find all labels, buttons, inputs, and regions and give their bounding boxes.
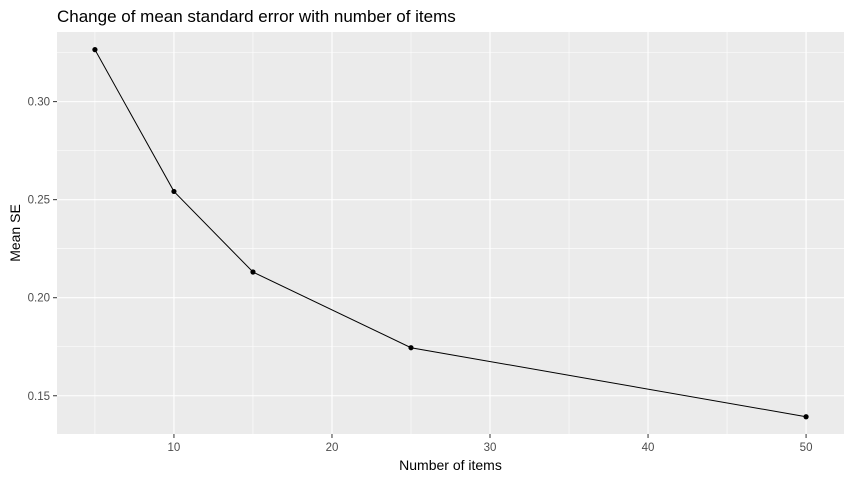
grid-minor [57,32,844,434]
y-axis: 0.15 0.20 0.25 0.30 [28,97,57,403]
y-tick-label: 0.20 [28,293,50,305]
x-axis: 10 20 30 40 50 [168,434,813,454]
plot-panel [57,32,844,434]
data-point [92,47,98,53]
x-tick-label: 10 [168,442,181,454]
data-point [171,188,177,195]
y-tick-label: 0.15 [28,391,50,403]
data-point [408,345,414,351]
x-tick-label: 30 [484,442,497,454]
y-tick-label: 0.30 [28,97,50,109]
x-axis-title: Number of items [399,457,502,473]
grid-major [57,32,844,434]
x-tick-label: 40 [642,442,655,454]
data-point [250,269,256,275]
y-tick-label: 0.25 [28,195,50,207]
y-axis-title: Mean SE [7,204,23,262]
x-tick-label: 20 [326,442,339,454]
chart-title: Change of mean standard error with numbe… [57,7,456,26]
data-point [803,414,809,420]
x-tick-label: 50 [800,442,813,454]
series-points [92,47,809,420]
